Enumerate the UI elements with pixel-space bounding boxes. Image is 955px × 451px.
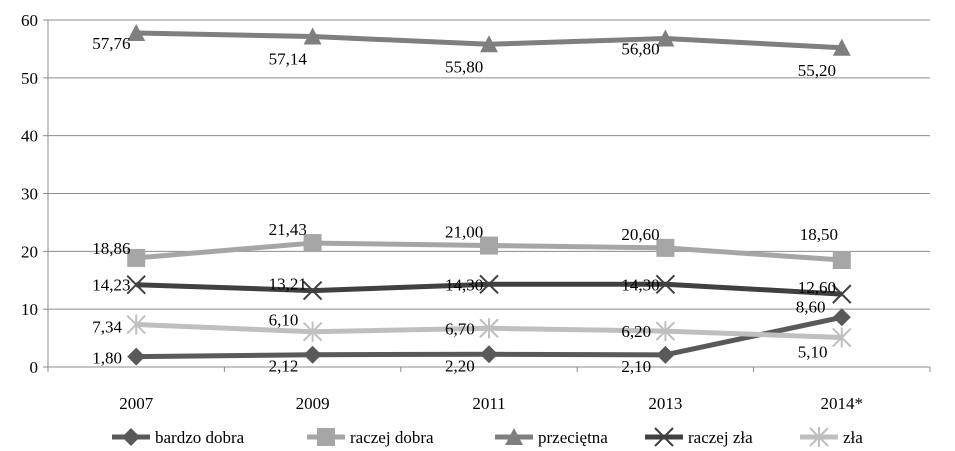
data-label-przeciętna: 55,80 bbox=[445, 57, 483, 76]
data-point-raczej-dobra bbox=[480, 236, 498, 255]
data-label-raczej-zła: 14,30 bbox=[621, 275, 659, 294]
y-axis-ticks: 0 10 20 30 40 50 60 bbox=[21, 11, 48, 377]
x-tick-label: 2013 bbox=[648, 394, 682, 413]
y-tick-label: 30 bbox=[21, 185, 38, 204]
data-label-bardzo-dobra: 1,80 bbox=[92, 349, 122, 368]
y-tick-label: 0 bbox=[30, 358, 39, 377]
data-point-bardzo-dobra bbox=[832, 308, 851, 327]
y-tick-label: 60 bbox=[21, 11, 38, 30]
y-tick-label: 20 bbox=[21, 242, 38, 261]
data-label-raczej-zła: 14,23 bbox=[92, 276, 130, 295]
legend-label: raczej zła bbox=[688, 428, 753, 447]
data-point-zła bbox=[832, 327, 852, 348]
data-point-przeciętna bbox=[127, 23, 146, 41]
data-point-raczej-dobra bbox=[127, 248, 146, 267]
data-label-raczej-zła: 12,60 bbox=[798, 278, 836, 297]
y-tick-label: 10 bbox=[21, 300, 38, 319]
data-label-raczej-dobra: 20,60 bbox=[621, 225, 659, 244]
data-label-raczej-dobra: 18,86 bbox=[92, 239, 130, 258]
legend-marker bbox=[809, 427, 829, 447]
x-tick-label: 2011 bbox=[472, 394, 505, 413]
data-label-raczej-dobra: 21,43 bbox=[269, 220, 307, 239]
data-point-bardzo-dobra bbox=[303, 345, 322, 364]
legend-label: bardzo dobra bbox=[155, 428, 245, 447]
data-label-bardzo-dobra: 2,20 bbox=[445, 356, 475, 375]
x-tick-label: 2014* bbox=[821, 394, 864, 413]
data-labels: 1,80 2,12 2,20 2,10 8,60 18,86 21,43 21,00 20,60… bbox=[92, 34, 838, 376]
data-label-przeciętna: 56,80 bbox=[621, 40, 659, 59]
data-point-bardzo-dobra bbox=[656, 345, 675, 364]
data-label-przeciętna: 55,20 bbox=[798, 61, 836, 80]
data-point-zła bbox=[302, 321, 323, 342]
marker-stroke bbox=[832, 284, 852, 304]
marker-stroke bbox=[479, 274, 499, 295]
data-point-przeciętna bbox=[832, 38, 851, 56]
data-point-raczej-dobra bbox=[303, 234, 322, 253]
data-point-przeciętna bbox=[303, 27, 322, 45]
data-point-zła bbox=[655, 321, 676, 342]
data-label-zła: 6,20 bbox=[621, 322, 651, 341]
data-point-bardzo-dobra bbox=[127, 347, 146, 366]
data-point-zła bbox=[479, 318, 499, 339]
data-label-bardzo-dobra: 2,10 bbox=[621, 357, 651, 376]
data-label-raczej-zła: 13,21 bbox=[269, 275, 307, 294]
x-axis-ticks: 2007 2009 2011 2013 2014* bbox=[47, 367, 931, 413]
legend-marker bbox=[317, 428, 335, 446]
data-point-raczej-zła bbox=[302, 280, 323, 301]
data-label-bardzo-dobra: 8,60 bbox=[796, 297, 826, 316]
marker-stroke bbox=[655, 274, 676, 295]
data-point-raczej-dobra bbox=[832, 251, 851, 270]
data-point-raczej-zła bbox=[655, 274, 676, 295]
legend-marker bbox=[505, 428, 523, 445]
data-label-raczej-zła: 14,30 bbox=[445, 275, 483, 294]
marker-stroke bbox=[654, 427, 674, 447]
data-label-raczej-dobra: 21,00 bbox=[445, 223, 483, 242]
legend-marker bbox=[122, 428, 140, 446]
legend-item-przeciętna: przeciętna bbox=[495, 428, 608, 447]
marker-stroke bbox=[302, 280, 323, 301]
data-label-zła: 6,10 bbox=[269, 311, 299, 330]
data-point-raczej-zła bbox=[832, 284, 852, 304]
y-tick-label: 50 bbox=[21, 69, 38, 88]
legend-marker bbox=[654, 427, 674, 447]
series-lines bbox=[126, 23, 852, 366]
data-point-raczej-dobra bbox=[656, 238, 675, 257]
legend-item-raczej-dobra: raczej dobra bbox=[307, 428, 434, 447]
legend: bardzo dobra raczej dobra przeciętna raczej… bbox=[112, 427, 863, 447]
x-tick-label: 2007 bbox=[119, 394, 154, 413]
data-point-raczej-zła bbox=[479, 274, 499, 295]
data-label-przeciętna: 57,14 bbox=[269, 50, 308, 69]
data-point-zła bbox=[126, 314, 146, 335]
data-label-zła: 6,70 bbox=[445, 319, 475, 338]
data-label-bardzo-dobra: 2,12 bbox=[269, 357, 299, 376]
data-label-zła: 7,34 bbox=[92, 318, 122, 337]
y-tick-label: 40 bbox=[21, 127, 38, 146]
marker-stroke bbox=[126, 274, 146, 295]
legend-label: zła bbox=[843, 428, 863, 447]
legend-item-zła: zła bbox=[800, 427, 863, 447]
legend-label: przeciętna bbox=[538, 428, 608, 447]
legend-item-raczej-zła: raczej zła bbox=[645, 427, 753, 447]
series-line-raczej-zła bbox=[136, 281, 842, 297]
x-tick-label: 2009 bbox=[296, 394, 330, 413]
data-point-przeciętna bbox=[656, 29, 675, 47]
data-point-bardzo-dobra bbox=[480, 345, 498, 364]
data-point-raczej-zła bbox=[126, 274, 146, 295]
data-label-zła: 5,10 bbox=[798, 343, 828, 362]
legend-item-bardzo-dobra: bardzo dobra bbox=[112, 428, 245, 447]
data-label-raczej-dobra: 18,50 bbox=[800, 225, 838, 244]
data-label-przeciętna: 57,76 bbox=[92, 34, 130, 53]
legend-label: raczej dobra bbox=[350, 428, 434, 447]
data-point-przeciętna bbox=[480, 35, 498, 53]
